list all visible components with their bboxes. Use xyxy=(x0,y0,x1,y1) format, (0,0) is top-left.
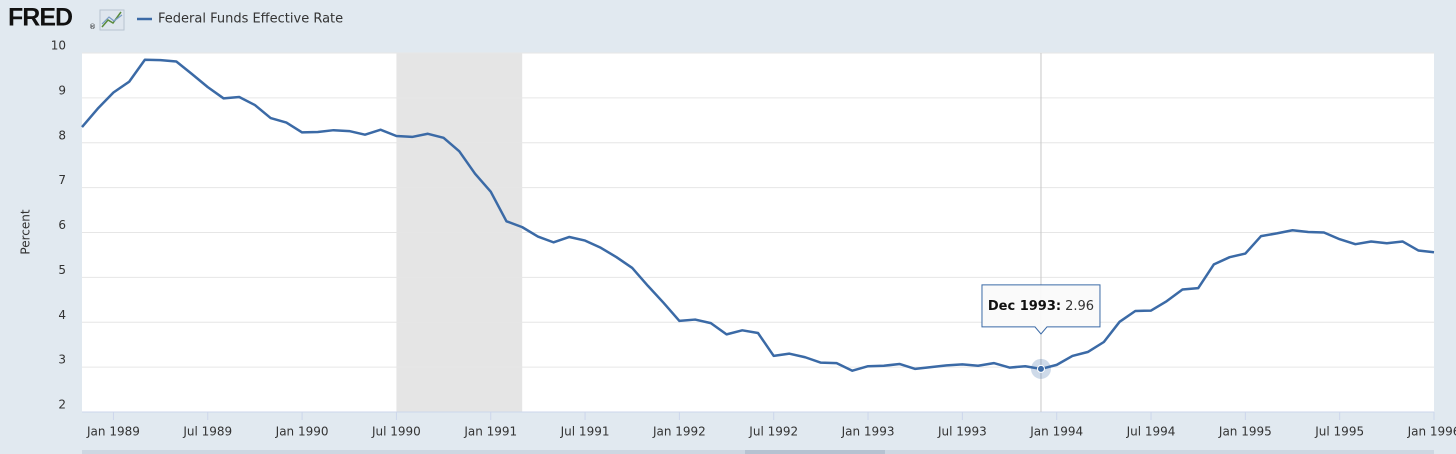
x-tick-label: Jul 1989 xyxy=(182,425,232,439)
x-tick-label: Jan 1992 xyxy=(652,425,706,439)
logo-mark: ® xyxy=(89,23,96,31)
x-tick-label: Jul 1994 xyxy=(1126,425,1176,439)
tooltip-box xyxy=(981,284,1101,335)
line-series xyxy=(81,58,1435,372)
x-tick-label: Jan 1995 xyxy=(1218,425,1272,439)
y-tick-label: 9 xyxy=(58,83,66,97)
y-tick-label: 2 xyxy=(58,398,66,412)
tooltip-text: Dec 1993: 2.96 xyxy=(988,298,1094,313)
y-tick-label: 4 xyxy=(58,308,66,322)
y-tick-label: 3 xyxy=(58,353,66,367)
x-tick-label: Jan 1989 xyxy=(86,425,140,439)
y-tick-label: 6 xyxy=(58,218,66,232)
navigator-handle[interactable] xyxy=(745,450,885,454)
tooltip-date: Dec 1993: xyxy=(988,298,1061,313)
tooltip: Dec 1993: 2.96 xyxy=(981,284,1101,335)
x-tick-label: Jul 1990 xyxy=(371,425,421,439)
y-tick-label: 7 xyxy=(58,173,66,187)
x-tick-label: Jan 1994 xyxy=(1029,425,1083,439)
y-tick-label: 10 xyxy=(51,39,66,53)
x-tick-label: Jan 1993 xyxy=(841,425,895,439)
x-tick-label: Jan 1991 xyxy=(463,425,517,439)
logo[interactable]: FRED xyxy=(8,4,73,32)
logo-icon xyxy=(99,9,125,31)
hover-point xyxy=(1036,364,1045,373)
tooltip-value: 2.96 xyxy=(1065,298,1094,313)
x-tick-label: Jul 1991 xyxy=(560,425,610,439)
y-tick-label: 5 xyxy=(58,263,66,277)
x-tick-label: Jan 1996 xyxy=(1407,425,1456,439)
x-tick-label: Jul 1995 xyxy=(1314,425,1364,439)
legend-label[interactable]: Federal Funds Effective Rate xyxy=(158,12,343,27)
x-tick-label: Jan 1990 xyxy=(275,425,329,439)
y-tick-label: 8 xyxy=(58,128,66,142)
x-tick-label: Jul 1993 xyxy=(937,425,987,439)
x-tick-label: Jul 1992 xyxy=(748,425,798,439)
y-axis-title: Percent xyxy=(19,209,33,254)
